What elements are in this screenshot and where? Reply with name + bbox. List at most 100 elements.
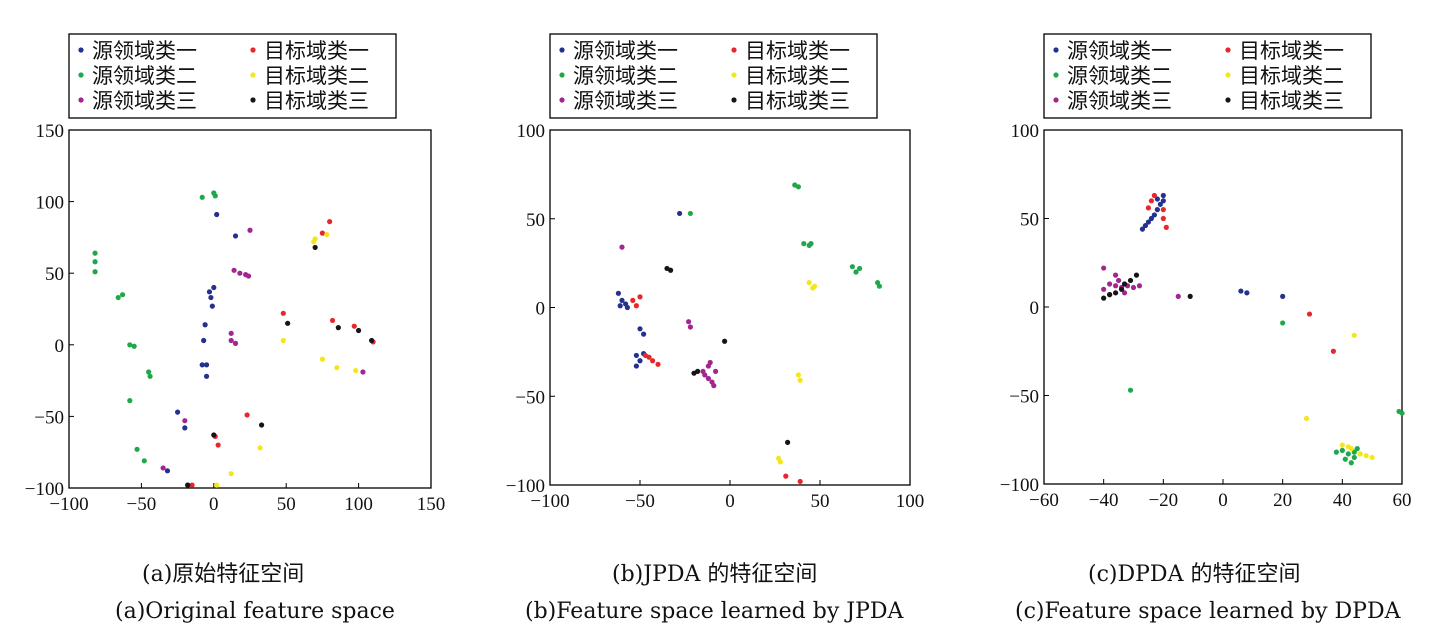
data-point <box>677 210 683 217</box>
data-point <box>228 471 234 477</box>
data-point <box>209 303 215 309</box>
data-point <box>1101 295 1107 301</box>
data-point <box>711 383 717 389</box>
data-point <box>1113 283 1119 289</box>
data-point <box>185 482 191 488</box>
data-point <box>199 194 205 200</box>
data-point <box>1107 281 1113 287</box>
data-point <box>146 369 152 375</box>
data-point <box>319 230 325 236</box>
data-point <box>1136 283 1143 289</box>
data-point <box>1115 277 1122 284</box>
data-point <box>857 265 863 272</box>
data-point <box>189 482 195 488</box>
x-tick-label: −50 <box>127 494 157 515</box>
data-point <box>641 331 647 337</box>
y-tick-label: −100 <box>506 476 545 497</box>
chart-b: −100 −50 0 50 100−100−50050100源领域类一源领域类二源领域类… <box>506 33 924 512</box>
data-point <box>258 422 265 428</box>
data-point <box>1160 192 1166 199</box>
data-point <box>630 297 636 303</box>
data-point <box>797 377 803 383</box>
legend-marker <box>731 72 737 78</box>
data-point <box>1113 272 1119 278</box>
data-point <box>1357 451 1363 457</box>
data-point <box>1244 290 1250 296</box>
data-point <box>1351 454 1357 461</box>
data-point <box>876 283 883 289</box>
data-point <box>1345 444 1351 450</box>
legend-label: 源领域类一 <box>92 39 197 63</box>
data-point <box>1121 290 1128 296</box>
y-tick-label: −50 <box>34 407 64 428</box>
data-point <box>134 446 140 452</box>
data-point <box>232 340 239 346</box>
data-point <box>1157 201 1163 207</box>
data-point <box>1348 460 1354 466</box>
data-point <box>311 239 317 245</box>
y-tick-label: 0 <box>55 336 65 357</box>
data-point <box>1113 290 1119 296</box>
data-point <box>1399 410 1405 416</box>
legend-marker <box>250 47 256 53</box>
data-point <box>1148 198 1154 204</box>
data-point <box>1280 293 1286 299</box>
legend-label: 目标域类二 <box>745 64 850 88</box>
data-point <box>633 303 640 309</box>
data-point <box>214 211 220 218</box>
y-tick-label: −50 <box>515 387 545 408</box>
data-point <box>624 304 631 311</box>
x-tick-label: 40 <box>1333 490 1352 511</box>
legend-marker <box>731 47 737 53</box>
data-point <box>1175 293 1181 299</box>
y-tick-label: 50 <box>1020 210 1039 231</box>
data-point <box>356 327 362 334</box>
x-tick-label: 20 <box>1273 490 1292 511</box>
legend-marker <box>250 72 256 78</box>
chart-c: −60 −40 −20 0 20 40 60−100−50050100源领域类一源领域类二源… <box>1000 33 1412 511</box>
y-tick-label: −50 <box>1009 387 1039 408</box>
x-tick-label: 60 <box>1393 490 1412 511</box>
data-point <box>335 325 341 331</box>
data-point <box>1238 288 1244 294</box>
data-point <box>312 244 318 251</box>
x-tick-label: −20 <box>1148 490 1178 511</box>
legend-marker <box>78 47 84 53</box>
data-point <box>212 193 218 199</box>
legend-marker <box>1053 47 1059 53</box>
data-point <box>646 354 652 360</box>
legend-marker <box>731 97 737 103</box>
legend-marker <box>1225 47 1231 53</box>
data-point <box>617 303 623 309</box>
data-point <box>201 337 207 344</box>
data-point <box>351 323 357 329</box>
data-point <box>785 439 791 445</box>
data-point <box>280 337 286 344</box>
data-point <box>668 267 674 273</box>
legend-label: 目标域类一 <box>745 39 850 63</box>
data-point <box>1154 207 1160 213</box>
data-point <box>92 259 98 265</box>
legend-marker <box>78 97 84 103</box>
data-point <box>353 367 359 374</box>
data-point <box>214 482 220 488</box>
x-tick-label: −50 <box>625 491 655 512</box>
data-point <box>687 210 694 217</box>
data-point <box>147 373 153 379</box>
legend-box <box>68 33 397 119</box>
data-point <box>1306 311 1313 317</box>
legend-marker <box>1053 97 1059 103</box>
data-point <box>202 322 208 328</box>
data-point <box>1121 281 1128 287</box>
data-point <box>705 375 712 382</box>
data-point <box>334 365 340 371</box>
data-point <box>1345 451 1351 457</box>
legend-marker <box>1053 72 1059 78</box>
data-point <box>247 227 253 233</box>
y-tick-label: 100 <box>1011 121 1040 142</box>
data-point <box>285 320 291 326</box>
data-point <box>1101 265 1107 271</box>
data-point <box>360 369 366 375</box>
